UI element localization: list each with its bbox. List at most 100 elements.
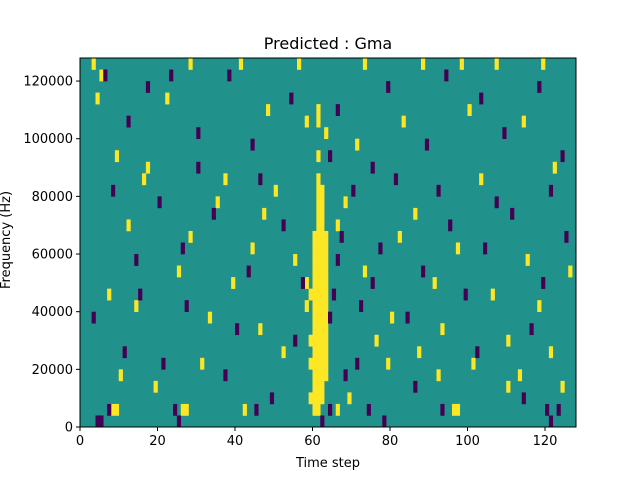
heatmap-cell-high — [548, 346, 554, 359]
heatmap-cell-high — [440, 323, 445, 336]
heatmap-cell-low — [184, 300, 189, 312]
heatmap-cell-high — [324, 277, 329, 289]
heatmap-cell-high — [413, 207, 418, 220]
heatmap-cell-high — [281, 346, 286, 359]
heatmap-cell-low — [235, 323, 240, 336]
heatmap-cell-high — [324, 346, 329, 359]
heatmap-cell-high — [316, 277, 321, 289]
heatmap-cell-high — [118, 369, 123, 382]
heatmap-cell-high — [320, 184, 325, 197]
heatmap-cell-low — [293, 334, 298, 347]
heatmap-cell-high — [320, 288, 325, 301]
heatmap-cell-high — [397, 230, 402, 243]
heatmap-cell-high — [250, 242, 255, 255]
heatmap-cell-high — [297, 58, 302, 70]
heatmap-cell-high — [324, 288, 329, 301]
y-tick-label: 100000 — [23, 132, 73, 147]
heatmap-cell-high — [471, 357, 476, 370]
heatmap-cell-high — [452, 403, 457, 416]
heatmap-cell-low — [424, 138, 430, 151]
heatmap-cell-high — [362, 265, 368, 278]
heatmap-cell-high — [293, 254, 298, 266]
heatmap-cell-high — [324, 323, 329, 336]
heatmap-cell-high — [316, 254, 321, 266]
heatmap-cell-high — [320, 380, 325, 393]
heatmap-cell-high — [362, 58, 368, 70]
heatmap-cell-high — [126, 219, 131, 232]
heatmap-cell-low — [335, 104, 340, 116]
heatmap-cell-high — [324, 300, 329, 312]
x-tick-label: 40 — [227, 434, 244, 449]
heatmap-cell-high — [552, 161, 557, 174]
heatmap-cell-high — [316, 311, 321, 324]
heatmap-cell-high — [188, 230, 193, 243]
chart-title: Predicted : Gma — [264, 34, 392, 53]
heatmap-cell-low — [343, 369, 348, 382]
heatmap-cell-high — [320, 196, 325, 209]
heatmap-cell-low — [366, 403, 371, 416]
heatmap-cell-low — [370, 277, 375, 289]
heatmap-cell-high — [165, 92, 170, 105]
heatmap-cell-low — [99, 415, 104, 428]
heatmap-cell-high — [436, 369, 441, 382]
heatmap-cell-high — [320, 219, 325, 232]
x-axis-label: Time step — [295, 456, 360, 471]
heatmap-cell-high — [324, 127, 329, 140]
heatmap-cell-low — [502, 127, 507, 140]
heatmap-cell-high — [320, 311, 325, 324]
heatmap-cell-high — [316, 403, 321, 416]
x-tick-label: 0 — [76, 434, 84, 449]
heatmap-cell-low — [169, 69, 174, 82]
heatmap-cell-high — [560, 380, 565, 393]
heatmap-cell-low — [335, 254, 340, 266]
heatmap-cell-low — [254, 403, 259, 416]
heatmap-cell-high — [320, 346, 325, 359]
heatmap-cell-high — [184, 403, 189, 416]
heatmap-cell-high — [308, 392, 313, 405]
heatmap-cell-high — [390, 311, 395, 324]
heatmap-cell-high — [324, 311, 329, 324]
heatmap-cell-low — [444, 69, 449, 82]
heatmap-cell-low — [378, 242, 383, 255]
heatmap-cell-high — [316, 265, 321, 278]
heatmap-cell-low — [386, 81, 391, 93]
heatmap-cell-low — [176, 415, 182, 428]
heatmap-cell-low — [529, 323, 534, 336]
heatmap-cell-high — [324, 369, 329, 382]
heatmap-cell-low — [510, 207, 515, 220]
heatmap-cell-low — [258, 173, 263, 186]
heatmap-cell-low — [393, 173, 399, 186]
heatmap-cell-low — [328, 311, 333, 324]
heatmap-cell-high — [238, 58, 244, 70]
heatmap-cell-high — [273, 184, 278, 197]
heatmap-cell-high — [134, 300, 139, 312]
heatmap-cell-high — [176, 265, 182, 278]
heatmap-cell-low — [339, 230, 344, 243]
heatmap-cell-low — [382, 415, 387, 428]
heatmap-cell-high — [312, 242, 317, 255]
heatmap-cell-high — [316, 150, 321, 163]
heatmap-cell-high — [506, 334, 511, 347]
heatmap-cell-high — [316, 104, 321, 116]
heatmap-cell-high — [343, 196, 348, 209]
heatmap-cell-high — [320, 357, 325, 370]
heatmap-cell-high — [145, 161, 151, 174]
heatmap-cell-low — [537, 81, 542, 93]
heatmap-cell-low — [421, 265, 426, 278]
heatmap-cell-high — [324, 242, 329, 255]
heatmap-cell-high — [568, 265, 573, 278]
heatmap-cell-high — [494, 58, 499, 70]
heatmap-cell-low — [211, 207, 216, 220]
heatmap-cell-high — [312, 369, 317, 382]
x-tick-label: 120 — [533, 434, 558, 449]
plot-area — [79, 57, 577, 428]
heatmap-cell-high — [316, 346, 321, 359]
x-tick-label: 80 — [382, 434, 399, 449]
heatmap-cell-high — [308, 288, 313, 301]
heatmap-cell-high — [316, 207, 321, 220]
heatmap-cell-high — [114, 403, 120, 416]
heatmap-cell-high — [517, 369, 523, 382]
heatmap-cell-low — [196, 161, 201, 174]
heatmap-cell-high — [386, 357, 391, 370]
x-tick-label: 100 — [455, 434, 480, 449]
